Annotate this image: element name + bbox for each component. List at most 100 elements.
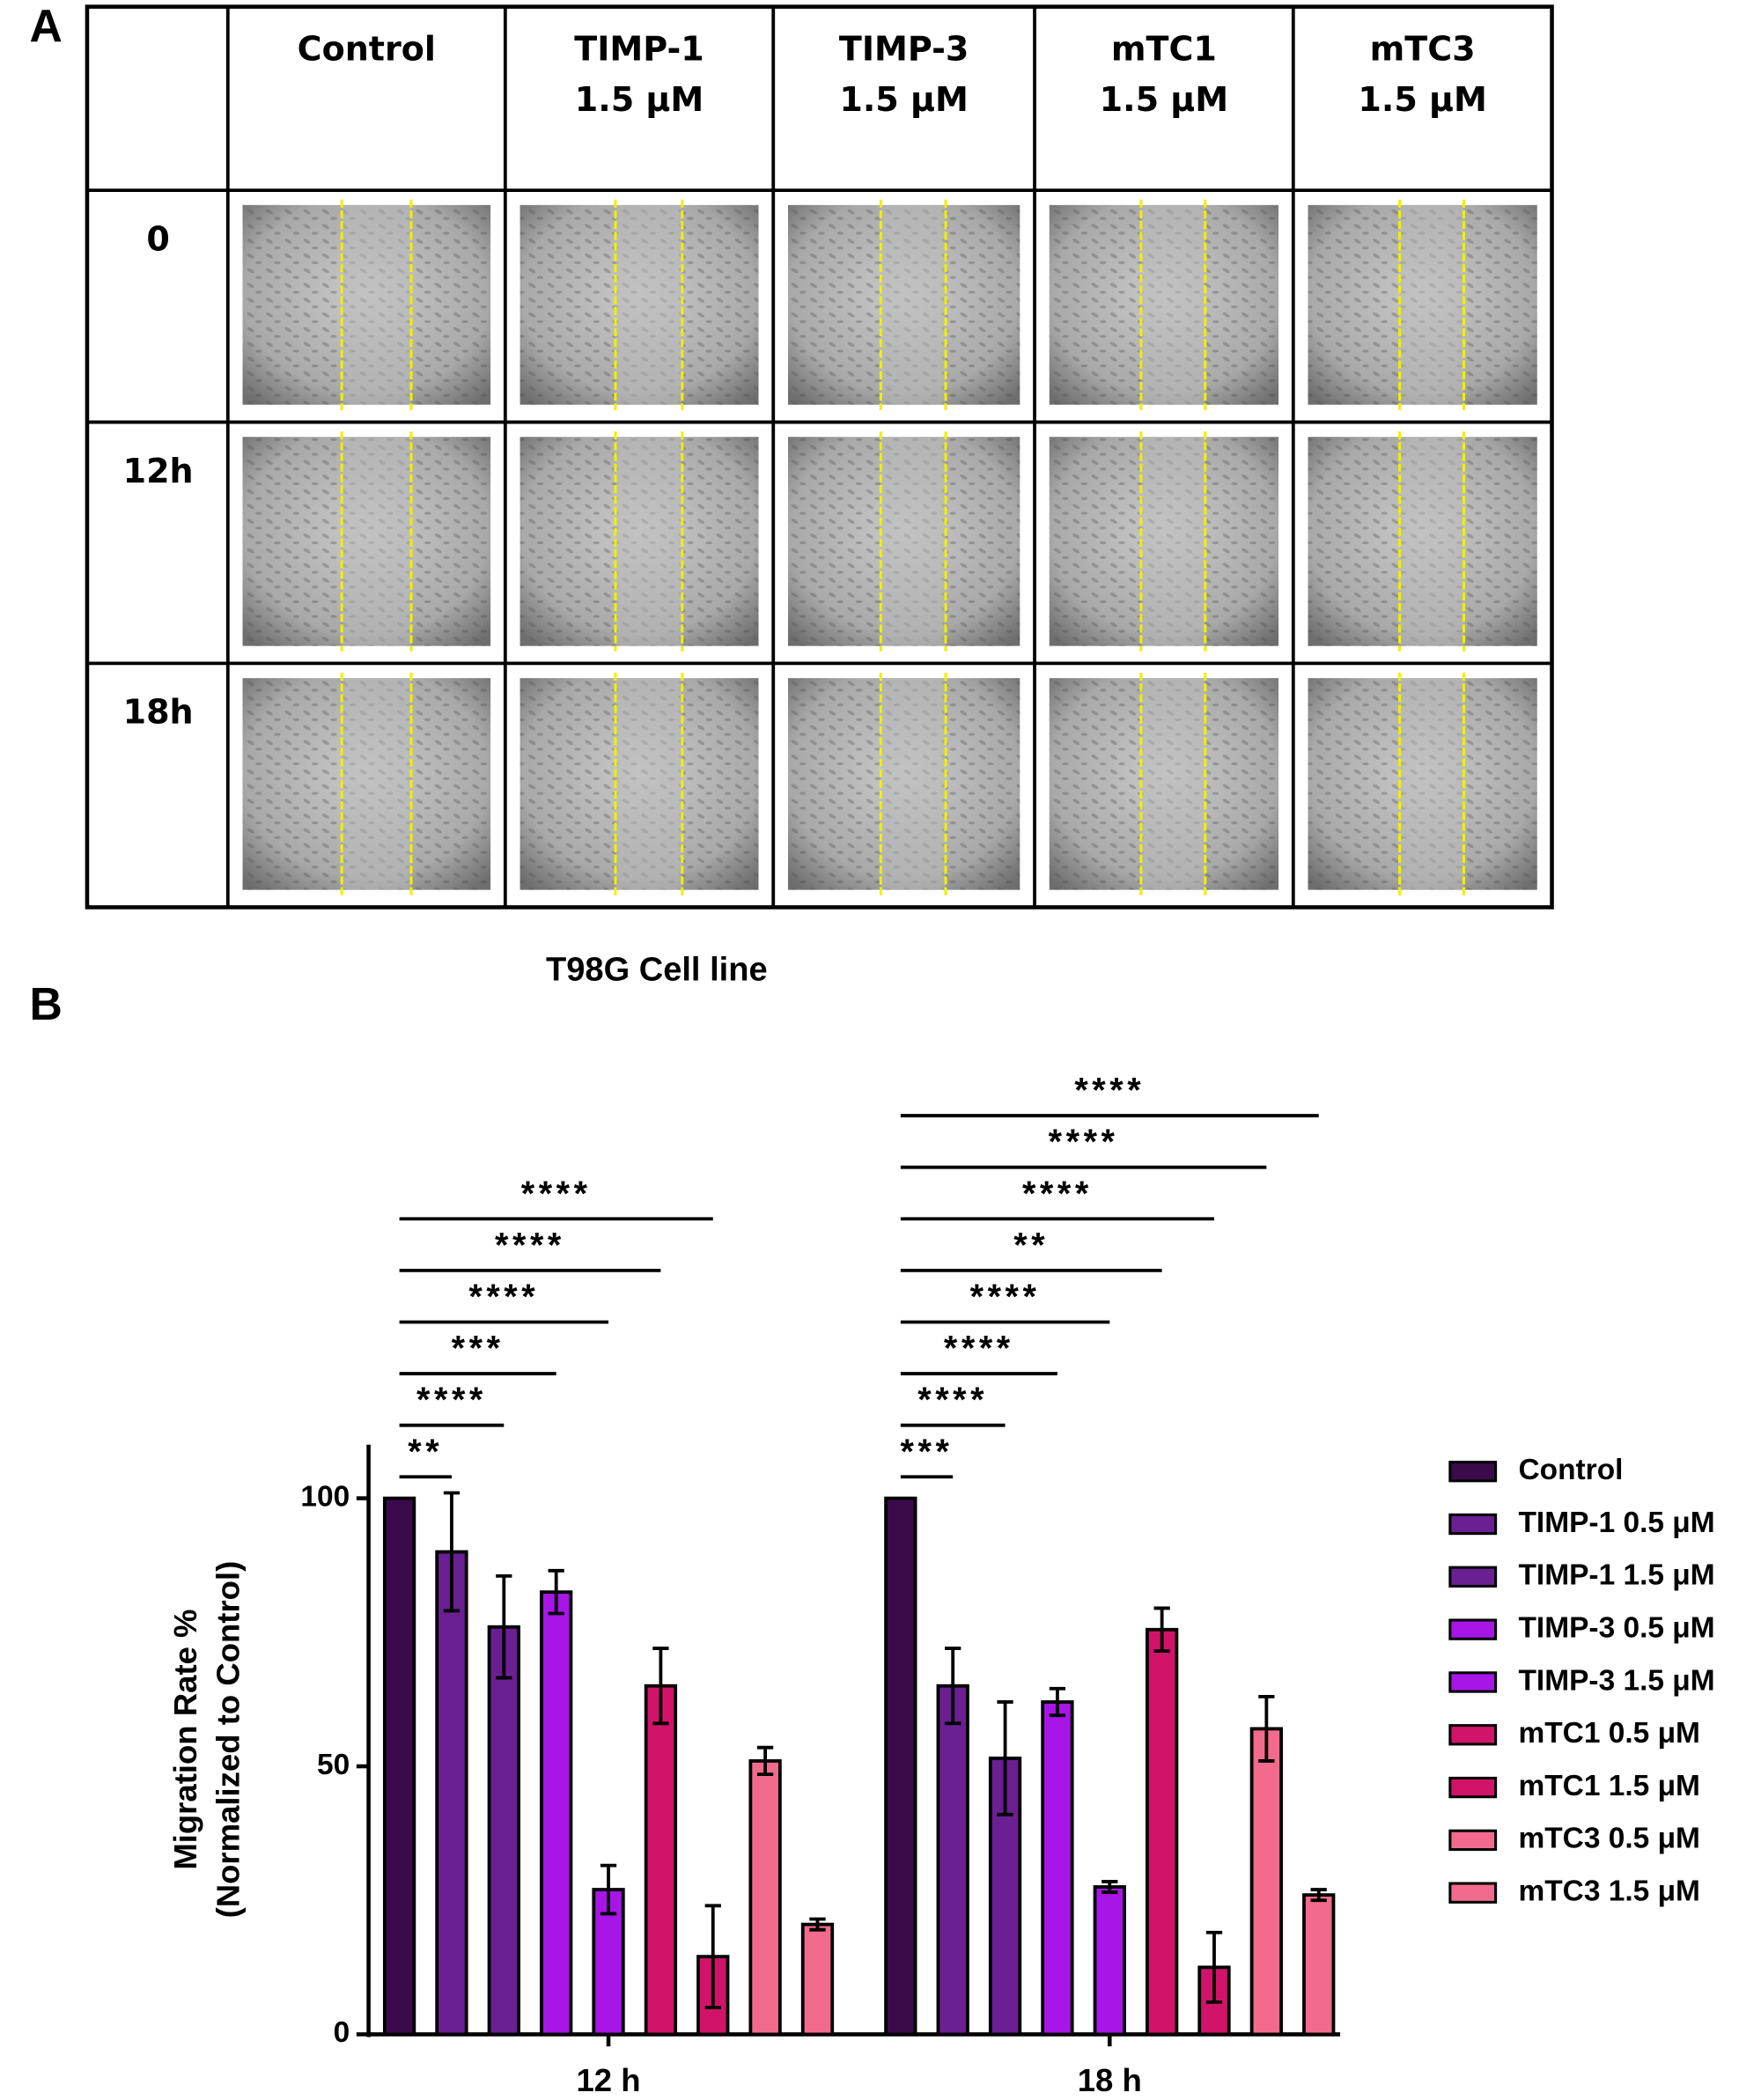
column-header: 1.5 µM [1358, 80, 1487, 119]
significance-label: **** [416, 1381, 487, 1419]
bar [487, 1625, 520, 2037]
error-bar [496, 1573, 512, 1680]
error-bar [704, 1904, 721, 2009]
row-header: 0 [146, 219, 169, 258]
error-bar [997, 1700, 1013, 1816]
column-header: TIMP-3 [839, 29, 969, 68]
bar [884, 1496, 917, 2037]
error-bar [548, 1568, 564, 1616]
bar [1145, 1627, 1179, 2037]
significance-label: *** [901, 1433, 954, 1471]
bar [800, 1922, 835, 2037]
column-header: 1.5 µM [839, 80, 969, 119]
legend-swatch [1448, 1776, 1498, 1799]
y-tick-label: 50 [317, 1749, 350, 1781]
caption: T98G Cell line [546, 952, 768, 989]
significance-label: **** [1022, 1175, 1093, 1213]
wound-gap [1140, 204, 1205, 405]
significance-label: **** [521, 1175, 592, 1213]
significance-label: ** [408, 1433, 443, 1471]
bar [382, 1496, 416, 2037]
column-header: mTC1 [1111, 29, 1217, 68]
legend-swatch [1448, 1724, 1498, 1746]
error-bar [1258, 1694, 1275, 1763]
wound-gap [1140, 437, 1205, 646]
table-border [85, 4, 1554, 910]
error-bar [809, 1917, 826, 1932]
legend-swatch [1448, 1566, 1498, 1588]
legend-label: TIMP-1 0.5 μM [1518, 1507, 1714, 1539]
legend-swatch [1448, 1829, 1498, 1852]
wound-gap [880, 678, 947, 890]
error-bar [1049, 1686, 1066, 1718]
wound-gap [1399, 678, 1464, 890]
significance-label: ** [1013, 1226, 1049, 1264]
error-bar [945, 1647, 962, 1726]
bar [748, 1759, 782, 2037]
row-header: 18h [123, 693, 194, 732]
bar [1041, 1700, 1074, 2037]
column-header: mTC3 [1370, 29, 1476, 68]
legend-swatch [1448, 1513, 1498, 1536]
wound-gap [342, 204, 411, 405]
y-axis-label: (Normalized to Control) [210, 1561, 246, 1919]
column-header: TIMP-1 [574, 29, 704, 68]
legend-label: mTC3 0.5 μM [1518, 1823, 1699, 1855]
bar [644, 1684, 678, 2037]
error-bar [1102, 1880, 1118, 1894]
panel-label: B [30, 978, 63, 1029]
error-bar [443, 1491, 461, 1613]
legend-swatch [1448, 1671, 1498, 1693]
wound-gap [615, 678, 682, 890]
significance-label: **** [1074, 1072, 1145, 1110]
significance-label: *** [452, 1330, 505, 1368]
wound-gap [1399, 204, 1464, 405]
y-tick-label: 100 [300, 1480, 350, 1513]
legend-label: Control [1518, 1454, 1623, 1486]
bar [1249, 1727, 1283, 2037]
significance-label: **** [468, 1278, 539, 1316]
y-axis-label: Migration Rate % [167, 1609, 203, 1869]
error-bar [756, 1745, 774, 1777]
column-header: Control [298, 29, 436, 68]
bar [1093, 1885, 1126, 2037]
bar [435, 1550, 468, 2037]
x-tick-label: 18 h [1078, 2062, 1142, 2098]
wound-gap [880, 437, 947, 646]
wound-gap [1140, 678, 1205, 890]
row-header: 12h [123, 452, 194, 490]
legend-label: TIMP-3 0.5 μM [1518, 1611, 1714, 1644]
bar [540, 1590, 573, 2037]
wound-gap [342, 437, 411, 646]
error-bar [1310, 1888, 1327, 1903]
legend-label: TIMP-1 1.5 μM [1518, 1559, 1714, 1592]
wound-gap [1399, 437, 1464, 646]
error-bar [652, 1647, 669, 1726]
wound-gap [615, 437, 682, 646]
significance-label: **** [970, 1278, 1041, 1316]
y-tick-label: 0 [334, 2016, 350, 2049]
bar [1302, 1893, 1336, 2037]
x-tick-label: 12 h [576, 2062, 640, 2098]
column-header: 1.5 µM [1100, 80, 1229, 119]
legend-swatch [1448, 1882, 1498, 1904]
significance-label: **** [495, 1226, 565, 1264]
legend-label: TIMP-3 1.5 μM [1518, 1664, 1714, 1697]
error-bar [1153, 1606, 1170, 1654]
error-bar [600, 1863, 617, 1916]
column-header: 1.5 µM [575, 80, 704, 119]
legend-swatch [1448, 1618, 1498, 1640]
significance-label: **** [1049, 1123, 1119, 1161]
significance-label: **** [917, 1381, 988, 1419]
legend-label: mTC1 1.5 μM [1518, 1770, 1699, 1802]
wound-gap [615, 204, 682, 405]
bar [936, 1684, 969, 2037]
significance-label: **** [944, 1330, 1014, 1368]
legend-label: mTC3 1.5 μM [1518, 1875, 1699, 1908]
legend-swatch [1448, 1460, 1498, 1483]
panel-label: A [30, 0, 63, 51]
wound-gap [880, 204, 947, 405]
error-bar [1205, 1930, 1223, 2004]
legend-label: mTC1 0.5 μM [1518, 1717, 1699, 1750]
